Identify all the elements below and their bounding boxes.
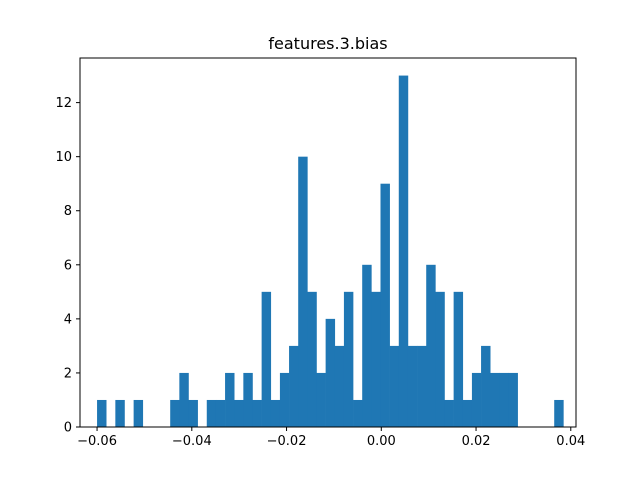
histogram-bar bbox=[499, 372, 509, 427]
histogram-bar bbox=[234, 399, 244, 427]
histogram-bar bbox=[398, 75, 409, 427]
histogram-bar bbox=[471, 372, 482, 427]
y-tick-label: 12 bbox=[55, 96, 72, 111]
histogram-bars bbox=[97, 75, 564, 428]
histogram-bar bbox=[316, 372, 326, 427]
histogram-bar bbox=[362, 264, 372, 427]
y-tick-label: 8 bbox=[64, 204, 72, 219]
y-axis-ticks: 0 2 4 6 8 10 12 bbox=[55, 96, 80, 436]
y-tick-label: 0 bbox=[64, 421, 72, 436]
x-tick-label: 0.02 bbox=[462, 434, 491, 449]
y-tick-label: 2 bbox=[64, 366, 72, 381]
y-tick-label: 6 bbox=[64, 258, 72, 273]
y-tick-label: 10 bbox=[55, 150, 72, 165]
histogram-bar bbox=[279, 372, 290, 427]
histogram-bar bbox=[133, 399, 144, 427]
histogram-bar bbox=[508, 372, 518, 427]
histogram-bar bbox=[426, 264, 436, 427]
histogram-bar bbox=[417, 345, 427, 427]
histogram-bar bbox=[115, 399, 125, 427]
histogram-bar bbox=[481, 345, 491, 427]
histogram-bar bbox=[325, 318, 336, 427]
histogram-bar bbox=[243, 372, 253, 427]
x-tick-label: −0.02 bbox=[267, 434, 307, 449]
x-tick-label: 0.00 bbox=[367, 434, 396, 449]
axes-frame bbox=[79, 57, 577, 428]
histogram-bar bbox=[307, 291, 317, 427]
x-tick-label: 0.04 bbox=[556, 434, 585, 449]
histogram-bar bbox=[215, 399, 226, 427]
histogram-bar bbox=[353, 399, 363, 427]
histogram-bar bbox=[462, 399, 473, 427]
histogram-bar bbox=[225, 372, 235, 427]
histogram-bar bbox=[270, 399, 281, 427]
histogram-bar bbox=[389, 345, 400, 427]
chart-title: features.3.bias bbox=[268, 34, 387, 53]
histogram-bar bbox=[188, 399, 198, 427]
histogram-bar bbox=[97, 399, 107, 427]
histogram-bar bbox=[289, 345, 299, 427]
histogram-bar bbox=[435, 291, 445, 427]
x-axis-ticks: −0.06 −0.04 −0.02 0.00 0.02 0.04 bbox=[77, 427, 585, 449]
histogram-bar bbox=[453, 291, 464, 427]
y-tick-label: 4 bbox=[64, 312, 72, 327]
histogram-bar bbox=[261, 291, 272, 427]
histogram-bar bbox=[252, 399, 262, 427]
x-tick-label: −0.06 bbox=[77, 434, 117, 449]
histogram-bar bbox=[206, 399, 217, 427]
histogram-bar bbox=[343, 291, 354, 427]
histogram-bar bbox=[407, 345, 418, 427]
x-tick-label: −0.04 bbox=[172, 434, 212, 449]
histogram-bar bbox=[490, 372, 500, 427]
histogram-bar bbox=[170, 399, 180, 427]
histogram-bar bbox=[371, 291, 381, 427]
histogram-bar bbox=[380, 183, 390, 427]
histogram-bar bbox=[179, 372, 189, 427]
histogram-bar bbox=[444, 399, 454, 427]
histogram-bar bbox=[298, 156, 308, 428]
histogram-bar bbox=[334, 345, 345, 427]
histogram-bar bbox=[554, 399, 564, 427]
